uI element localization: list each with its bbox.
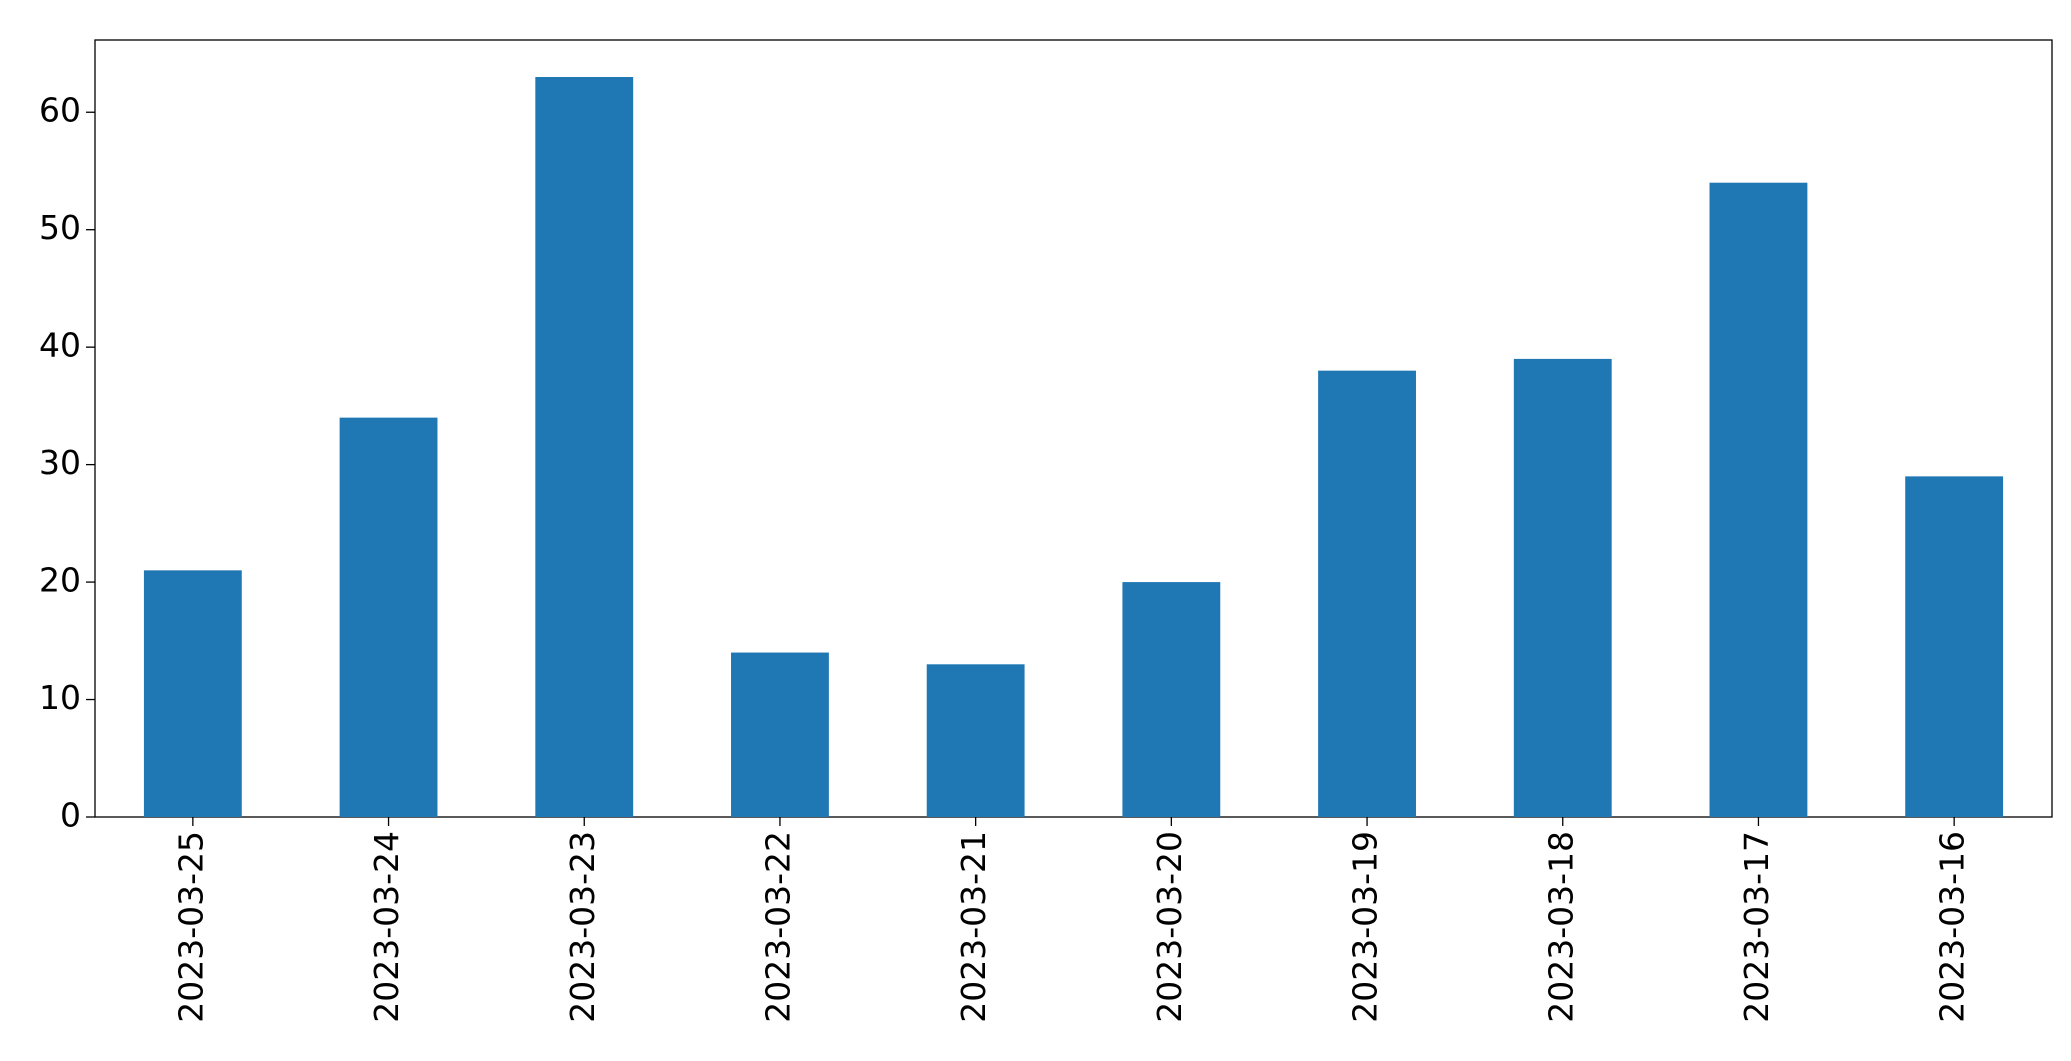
bar: [1513, 358, 1612, 817]
x-tick-label: 2023-03-16: [1933, 831, 1972, 1023]
y-tick-label: 40: [39, 326, 81, 365]
bar: [143, 570, 242, 817]
bar: [1709, 182, 1808, 817]
plot-frame: [94, 39, 2053, 818]
x-tick-label: 2023-03-17: [1737, 831, 1776, 1023]
bar: [535, 77, 634, 817]
bar: [731, 652, 829, 817]
bar: [926, 664, 1025, 817]
y-tick-label: 30: [39, 443, 81, 482]
x-tick-label: 2023-03-19: [1346, 831, 1385, 1023]
x-tick-label: 2023-03-23: [563, 831, 602, 1023]
bar: [1905, 476, 2004, 817]
x-tick-label: 2023-03-25: [171, 831, 210, 1023]
y-tick-label: 60: [39, 91, 81, 130]
bar: [339, 417, 438, 817]
x-tick-label: 2023-03-22: [758, 831, 797, 1023]
y-tick-label: 50: [39, 208, 81, 247]
x-tick-label: 2023-03-20: [1150, 831, 1189, 1023]
x-tick-label: 2023-03-18: [1541, 831, 1580, 1023]
x-tick-label: 2023-03-21: [954, 831, 993, 1023]
bar: [1318, 370, 1416, 817]
bar: [1122, 582, 1221, 817]
y-tick-label: 20: [39, 561, 81, 600]
x-tick-label: 2023-03-24: [367, 831, 406, 1023]
y-tick-label: 0: [60, 796, 81, 835]
y-tick-label: 10: [39, 678, 81, 717]
